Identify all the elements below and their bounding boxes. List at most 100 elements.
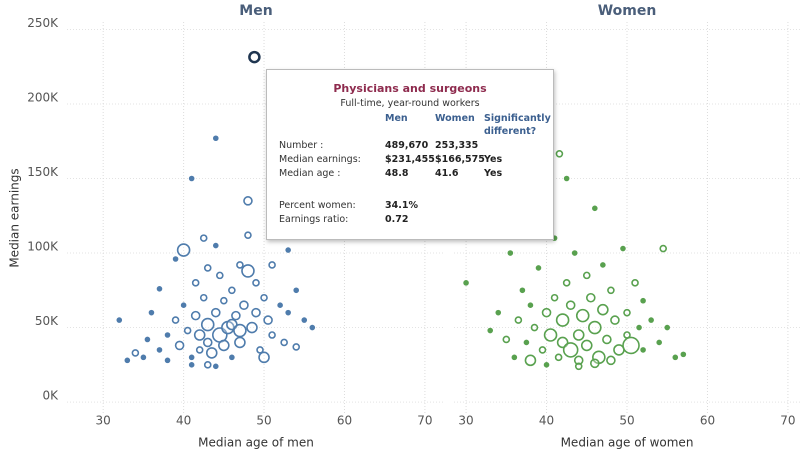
y-tick-label: 250K <box>27 16 59 30</box>
point <box>256 346 264 354</box>
point <box>258 351 270 364</box>
point <box>172 256 179 262</box>
point <box>592 205 598 212</box>
point <box>233 323 247 338</box>
point <box>659 244 668 253</box>
point <box>597 303 609 316</box>
point <box>248 50 261 64</box>
point <box>203 361 212 369</box>
point <box>565 300 576 310</box>
point <box>600 262 606 268</box>
x-tick-label: 70 <box>780 414 795 428</box>
tooltip-header: Men <box>385 113 408 124</box>
tooltip-label: Number : <box>279 140 324 151</box>
point <box>582 271 591 280</box>
point <box>530 323 539 332</box>
tooltip-subtitle: Full-time, year-round workers <box>340 98 480 109</box>
point <box>228 286 236 295</box>
point <box>199 293 208 302</box>
point <box>220 296 228 305</box>
point <box>507 250 514 256</box>
tooltip-title: Physicians and surgeons <box>333 82 487 95</box>
point <box>191 279 200 287</box>
tooltip-header: Women <box>435 113 475 124</box>
point <box>205 347 218 359</box>
point <box>640 297 646 304</box>
point <box>511 354 518 361</box>
point <box>210 307 221 318</box>
point <box>188 354 195 361</box>
x-tick-label: 30 <box>96 414 111 428</box>
point <box>555 313 570 327</box>
point <box>260 293 268 302</box>
point <box>200 317 215 332</box>
point <box>585 292 596 303</box>
x-tick-label: 40 <box>176 414 191 428</box>
point <box>656 339 662 346</box>
tooltip-value: Yes <box>484 154 503 165</box>
point <box>285 247 291 253</box>
point <box>563 175 570 182</box>
point <box>202 337 213 348</box>
point <box>156 285 163 292</box>
point <box>268 261 276 269</box>
panel-title: Men <box>239 3 272 19</box>
point <box>195 346 204 354</box>
point <box>229 354 235 361</box>
point <box>131 349 140 357</box>
point <box>188 175 195 182</box>
point <box>285 309 291 316</box>
tooltip-label: Median earnings: <box>279 154 361 165</box>
point <box>463 280 469 286</box>
point <box>251 307 261 318</box>
point <box>183 326 192 335</box>
point <box>523 339 530 346</box>
point <box>246 321 258 334</box>
point <box>148 309 155 316</box>
point <box>236 261 244 269</box>
point <box>631 279 639 287</box>
point <box>180 302 187 308</box>
panel-title: Women <box>598 3 657 19</box>
point <box>571 250 578 256</box>
point <box>495 309 502 316</box>
x-tick-label: 50 <box>256 414 271 428</box>
x-tick-label: 60 <box>700 414 715 428</box>
point <box>164 332 171 338</box>
y-tick-label: 100K <box>27 240 59 254</box>
point <box>648 317 654 323</box>
x-tick-label: 30 <box>458 414 473 428</box>
point <box>263 315 273 325</box>
point <box>588 320 602 335</box>
point <box>541 307 552 318</box>
y-tick-label: 0K <box>42 389 59 403</box>
y-tick-label: 200K <box>27 90 59 104</box>
point <box>239 300 249 310</box>
point <box>156 347 163 353</box>
tooltip-value: 48.8 <box>385 168 409 179</box>
tooltip-value: 253,335 <box>435 140 479 151</box>
tooltip-value: Yes <box>484 168 503 179</box>
point <box>622 336 640 355</box>
point <box>580 339 593 352</box>
point <box>116 317 123 323</box>
point <box>543 362 550 368</box>
tooltip-value: 41.6 <box>435 168 459 179</box>
point <box>243 196 253 206</box>
tooltip-value: $166,575 <box>435 154 485 165</box>
point <box>188 362 195 368</box>
point <box>301 317 308 323</box>
point <box>602 334 612 345</box>
point <box>268 331 276 339</box>
point <box>231 310 241 321</box>
x-tick-label: 70 <box>417 414 432 428</box>
point <box>610 315 620 325</box>
tooltip-label: Earnings ratio: <box>279 214 349 225</box>
y-axis-title: Median earnings <box>8 168 22 267</box>
point <box>535 265 542 271</box>
point <box>124 357 131 364</box>
point <box>244 231 252 239</box>
x-axis-title: Median age of women <box>561 436 694 450</box>
point <box>607 286 615 295</box>
